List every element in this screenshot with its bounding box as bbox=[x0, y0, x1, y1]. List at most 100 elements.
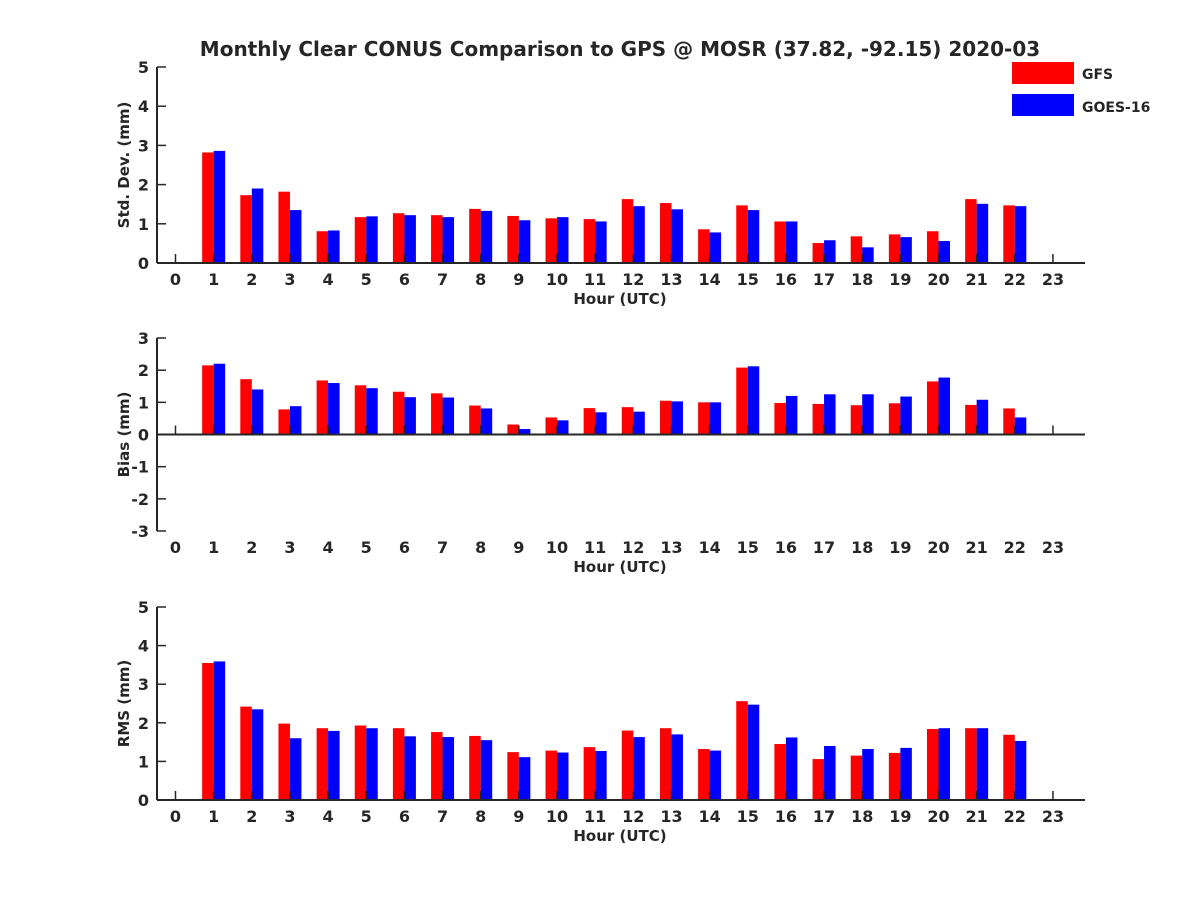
y-tick-label: 1 bbox=[138, 215, 149, 234]
x-tick-label: 10 bbox=[546, 807, 568, 826]
x-tick-label: 15 bbox=[737, 807, 759, 826]
bar-gfs-hour-21 bbox=[965, 728, 977, 800]
bar-gfs-hour-20 bbox=[927, 381, 939, 435]
x-tick-label: 16 bbox=[775, 807, 797, 826]
bar-goes-16-hour-5 bbox=[366, 728, 378, 800]
bar-gfs-hour-6 bbox=[392, 728, 405, 800]
bar-gfs-hour-16 bbox=[774, 221, 786, 263]
bar-gfs-hour-14 bbox=[698, 229, 710, 263]
y-tick-label: 3 bbox=[138, 675, 149, 694]
bar-gfs-hour-1 bbox=[202, 152, 214, 263]
bar-goes-16-hour-13 bbox=[671, 401, 683, 435]
bar-gfs-hour-16 bbox=[774, 744, 786, 800]
y-tick-label: 0 bbox=[138, 254, 149, 273]
x-tick-label: 7 bbox=[437, 538, 448, 557]
bar-gfs-hour-11 bbox=[583, 408, 596, 435]
bar-goes-16-hour-15 bbox=[747, 210, 760, 263]
x-tick-label: 18 bbox=[851, 807, 873, 826]
x-tick-label: 20 bbox=[927, 270, 949, 289]
x-tick-label: 15 bbox=[737, 538, 759, 557]
bar-gfs-hour-15 bbox=[736, 205, 748, 263]
x-tick-label: 17 bbox=[813, 270, 835, 289]
bar-goes-16-hour-3 bbox=[289, 738, 302, 800]
x-tick-label: 12 bbox=[622, 538, 644, 557]
bar-goes-16-hour-10 bbox=[557, 752, 569, 800]
bar-gfs-hour-10 bbox=[545, 417, 557, 435]
x-tick-label: 5 bbox=[361, 807, 372, 826]
bar-goes-16-hour-19 bbox=[900, 396, 912, 435]
bar-goes-16-hour-14 bbox=[709, 402, 722, 435]
bar-goes-16-hour-16 bbox=[785, 221, 798, 263]
chart-title: Monthly Clear CONUS Comparison to GPS @ … bbox=[200, 37, 1040, 61]
bar-gfs-hour-16 bbox=[774, 402, 786, 435]
bar-gfs-hour-7 bbox=[431, 393, 443, 435]
bar-gfs-hour-19 bbox=[888, 234, 901, 263]
x-tick-label: 12 bbox=[622, 807, 644, 826]
bar-gfs-hour-18 bbox=[850, 236, 863, 263]
x-tick-label: 3 bbox=[284, 807, 295, 826]
y-tick-label: 0 bbox=[138, 426, 149, 445]
bar-goes-16-hour-14 bbox=[709, 232, 722, 263]
bar-gfs-hour-17 bbox=[812, 403, 825, 435]
y-tick-label: 2 bbox=[138, 714, 149, 733]
bar-gfs-hour-22 bbox=[1003, 408, 1015, 435]
bar-goes-16-hour-12 bbox=[633, 411, 645, 435]
bar-goes-16-hour-16 bbox=[785, 395, 798, 435]
x-tick-label: 10 bbox=[546, 270, 568, 289]
x-axis-label: Hour (UTC) bbox=[573, 290, 666, 308]
legend-label-gfs: GFS bbox=[1082, 67, 1113, 83]
bar-gfs-hour-14 bbox=[698, 749, 710, 800]
x-tick-label: 5 bbox=[361, 538, 372, 557]
x-tick-label: 0 bbox=[170, 807, 181, 826]
bar-goes-16-hour-7 bbox=[442, 737, 455, 800]
x-tick-label: 8 bbox=[475, 538, 486, 557]
y-tick-label: 5 bbox=[138, 58, 149, 77]
x-tick-label: 1 bbox=[208, 270, 219, 289]
y-tick-label: 0 bbox=[138, 791, 149, 810]
bar-goes-16-hour-12 bbox=[633, 737, 645, 800]
bar-gfs-hour-13 bbox=[659, 400, 672, 435]
bar-gfs-hour-15 bbox=[736, 367, 748, 435]
x-tick-label: 14 bbox=[698, 807, 720, 826]
bar-gfs-hour-14 bbox=[698, 402, 710, 435]
bar-goes-16-hour-1 bbox=[213, 661, 226, 800]
x-tick-label: 12 bbox=[622, 270, 644, 289]
bar-gfs-hour-19 bbox=[888, 403, 901, 435]
y-tick-label: 4 bbox=[138, 637, 149, 656]
bar-goes-16-hour-4 bbox=[328, 383, 340, 435]
y-tick-label: 3 bbox=[138, 136, 149, 155]
bar-goes-16-hour-11 bbox=[595, 221, 607, 263]
bar-goes-16-hour-18 bbox=[862, 749, 874, 800]
bar-goes-16-hour-5 bbox=[366, 388, 378, 435]
bar-goes-16-hour-17 bbox=[824, 745, 836, 800]
x-tick-label: 14 bbox=[698, 270, 720, 289]
x-tick-label: 1 bbox=[208, 538, 219, 557]
y-tick-label: 1 bbox=[138, 752, 149, 771]
bar-gfs-hour-5 bbox=[354, 217, 367, 263]
bar-goes-16-hour-9 bbox=[518, 220, 531, 263]
bar-goes-16-hour-22 bbox=[1014, 417, 1027, 435]
x-axis-label: Hour (UTC) bbox=[573, 558, 666, 576]
x-tick-label: 16 bbox=[775, 538, 797, 557]
bar-gfs-hour-21 bbox=[965, 199, 977, 263]
bar-goes-16-hour-17 bbox=[824, 240, 836, 263]
bar-goes-16-hour-16 bbox=[785, 737, 798, 800]
bar-goes-16-hour-1 bbox=[213, 363, 226, 435]
x-tick-label: 16 bbox=[775, 270, 797, 289]
x-tick-label: 22 bbox=[1004, 270, 1026, 289]
bar-goes-16-hour-20 bbox=[938, 728, 950, 800]
x-tick-label: 17 bbox=[813, 538, 835, 557]
bar-goes-16-hour-21 bbox=[976, 399, 989, 435]
bar-gfs-hour-12 bbox=[621, 407, 634, 435]
bar-goes-16-hour-11 bbox=[595, 412, 607, 435]
x-tick-label: 20 bbox=[927, 807, 949, 826]
x-tick-label: 6 bbox=[399, 538, 410, 557]
x-tick-label: 4 bbox=[323, 807, 334, 826]
y-tick-label: 4 bbox=[138, 97, 149, 116]
bar-gfs-hour-22 bbox=[1003, 734, 1015, 800]
legend-label-goes16: GOES-16 bbox=[1082, 100, 1150, 116]
bar-goes-16-hour-4 bbox=[328, 730, 340, 800]
